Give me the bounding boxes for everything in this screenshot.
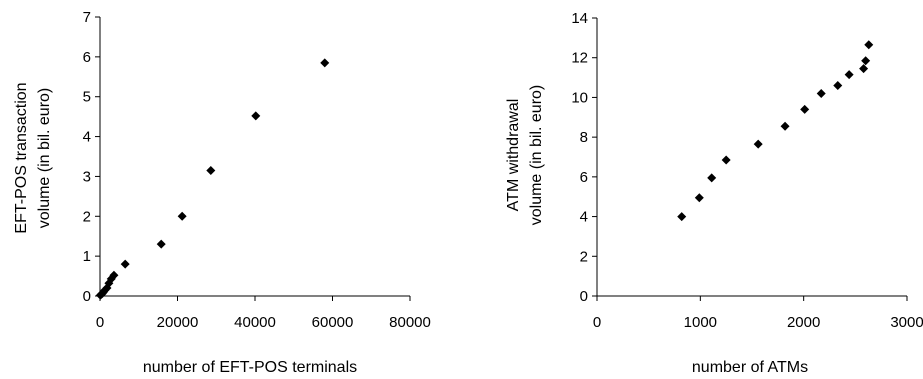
data-point xyxy=(859,64,869,74)
x-tick-label: 0 xyxy=(593,314,601,331)
x-axis-label: number of ATMs xyxy=(692,359,808,376)
data-point xyxy=(320,58,330,68)
data-point xyxy=(753,139,763,149)
y-tick-label: 10 xyxy=(571,89,588,106)
y-tick-label: 12 xyxy=(571,50,588,67)
data-point xyxy=(780,121,790,131)
tick-labels: 0 1 2 3 4 5 6 7 0 20000 40000 60000 80000 xyxy=(83,9,431,331)
data-point xyxy=(177,211,187,221)
atm-chart: ATM withdrawal volume (in bil. euro) num… xyxy=(505,10,923,376)
data-point xyxy=(861,56,871,66)
data-point xyxy=(800,104,810,114)
data-point xyxy=(844,70,854,80)
y-axis-label-line-2: volume (in bil. euro) xyxy=(36,88,53,229)
data-point xyxy=(156,239,166,249)
data-points xyxy=(95,58,330,300)
data-point xyxy=(707,173,717,183)
x-tick-label: 40000 xyxy=(234,314,276,331)
data-point xyxy=(120,259,130,269)
x-tick-label: 80000 xyxy=(389,314,431,331)
data-points xyxy=(677,40,874,222)
y-axis-label-line-1: EFT-POS transaction xyxy=(13,82,30,233)
x-tick-label: 20000 xyxy=(157,314,199,331)
x-tick-label: 1000 xyxy=(684,314,717,331)
data-point xyxy=(721,155,731,165)
data-point xyxy=(816,88,826,98)
y-axis-label-line-2: volume (in bil. euro) xyxy=(528,85,545,226)
x-tick-label: 60000 xyxy=(312,314,354,331)
data-point xyxy=(206,165,216,175)
y-tick-label: 3 xyxy=(83,168,91,185)
y-tick-label: 2 xyxy=(580,248,588,265)
x-tick-label: 0 xyxy=(96,314,104,331)
y-tick-label: 1 xyxy=(83,248,91,265)
eft-pos-chart: EFT-POS transaction volume (in bil. euro… xyxy=(13,9,431,376)
y-tick-label: 5 xyxy=(83,89,91,106)
y-tick-label: 8 xyxy=(580,129,588,146)
x-tick-label: 2000 xyxy=(787,314,820,331)
axes xyxy=(95,16,411,301)
data-point xyxy=(694,193,704,203)
y-tick-label: 14 xyxy=(571,10,588,27)
y-tick-label: 2 xyxy=(83,208,91,225)
y-tick-label: 0 xyxy=(580,288,588,305)
y-tick-label: 0 xyxy=(83,288,91,305)
data-point xyxy=(109,270,119,280)
x-tick-label: 3000 xyxy=(890,314,923,331)
data-point xyxy=(864,40,874,50)
y-tick-label: 4 xyxy=(83,129,91,146)
y-tick-label: 6 xyxy=(580,169,588,186)
tick-labels: 0 2 4 6 8 10 12 14 0 1000 2000 3000 xyxy=(571,10,923,331)
y-axis-label-line-1: ATM withdrawal xyxy=(505,99,522,212)
data-point xyxy=(833,81,843,91)
y-tick-label: 7 xyxy=(83,9,91,26)
x-axis-label: number of EFT-POS terminals xyxy=(143,359,357,376)
y-tick-label: 4 xyxy=(580,209,588,226)
data-point xyxy=(677,212,687,222)
data-point xyxy=(251,111,261,121)
axes xyxy=(592,17,908,301)
y-tick-label: 6 xyxy=(83,49,91,66)
